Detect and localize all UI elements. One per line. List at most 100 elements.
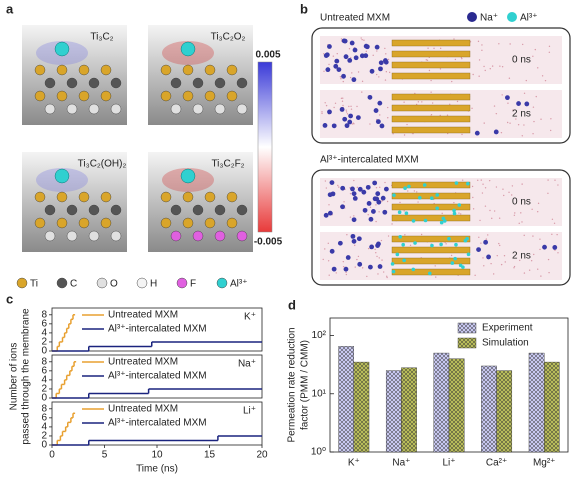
water-dot [547, 192, 549, 195]
al-ion [454, 242, 458, 247]
al-ion [435, 193, 440, 197]
water-dot [435, 276, 437, 278]
time-label: 0 ns [512, 197, 531, 208]
atom [236, 230, 248, 242]
water-dot [403, 134, 406, 136]
atom [182, 64, 194, 76]
water-dot [471, 185, 474, 188]
water-dot [537, 268, 539, 270]
al-ion [423, 218, 428, 223]
water-dot [556, 233, 558, 236]
structure-name: Ti₃C₂F₂ [211, 159, 244, 170]
water-dot [357, 255, 360, 258]
ion-label: Li⁺ [243, 406, 256, 417]
water-dot [384, 47, 386, 50]
na-ion [371, 209, 376, 214]
water-dot [499, 65, 501, 67]
y-tick-label: 2 [41, 384, 47, 395]
water-dot [513, 265, 516, 268]
atom [226, 191, 238, 203]
legend-label: Al³⁺-intercalated MXM [108, 324, 207, 335]
atom [214, 230, 226, 242]
structure-name: Ti₃C₂O₂ [211, 32, 246, 43]
water-dot [453, 38, 455, 40]
water-dot [361, 91, 363, 93]
na-ion [350, 186, 355, 192]
atom [78, 64, 90, 76]
na-ion [505, 95, 510, 101]
time-label: 2 ns [512, 251, 531, 262]
water-dot [521, 43, 524, 46]
na-ion [342, 38, 348, 44]
na-ion [516, 101, 521, 106]
water-dot [508, 77, 511, 79]
water-dot [351, 72, 353, 74]
water-dot [441, 212, 443, 215]
water-dot [551, 233, 553, 236]
water-dot [366, 275, 368, 278]
water-dot [346, 113, 349, 115]
water-dot [537, 67, 539, 69]
water-dot [328, 204, 330, 206]
y-tick-label: 8 [41, 356, 47, 367]
al-ion [180, 168, 196, 184]
water-dot [385, 71, 388, 73]
panel-label: d [288, 297, 296, 312]
water-dot [328, 274, 330, 276]
atom [160, 90, 172, 102]
water-dot [474, 274, 476, 277]
panel-label: c [6, 291, 13, 306]
water-dot [382, 271, 385, 273]
water-dot [341, 100, 344, 102]
water-dot [482, 257, 484, 259]
atom [110, 204, 122, 216]
legend-label: Na⁺ [480, 13, 498, 24]
legend-atom [56, 277, 68, 289]
water-dot [403, 210, 405, 212]
legend-label: C [70, 279, 77, 290]
water-dot [477, 179, 479, 182]
legend-atom [216, 277, 228, 289]
water-dot [489, 209, 491, 212]
water-dot [532, 55, 534, 57]
water-dot [385, 53, 387, 55]
al-ion [180, 41, 196, 57]
water-dot [381, 259, 383, 261]
x-tick-label: Na⁺ [392, 458, 410, 469]
y-axis-label: passed through the membrane [21, 308, 32, 445]
na-ion [347, 119, 353, 125]
water-dot [376, 50, 378, 52]
legend-label: O [110, 279, 118, 290]
membrane-layer [391, 181, 471, 189]
water-dot [345, 273, 348, 276]
water-dot [472, 208, 475, 210]
water-dot [377, 273, 379, 275]
atom [182, 90, 194, 102]
na-ion [334, 58, 340, 64]
water-dot [431, 102, 434, 104]
water-dot [503, 194, 505, 197]
bar [353, 361, 370, 453]
na-ion [372, 180, 378, 186]
na-ion [493, 129, 499, 135]
al-ion [442, 219, 447, 223]
water-dot [420, 233, 423, 236]
time-label: 2 ns [512, 109, 531, 120]
atom [170, 77, 182, 89]
water-dot [519, 259, 521, 262]
al-ion [401, 242, 405, 247]
water-dot [407, 190, 409, 192]
legend-swatch [457, 337, 477, 349]
water-dot [345, 111, 348, 113]
water-dot [544, 79, 547, 82]
na-ion [341, 73, 346, 79]
water-dot [384, 79, 387, 81]
water-dot [378, 76, 380, 78]
water-dot [340, 78, 342, 80]
water-dot [478, 75, 480, 77]
water-dot [430, 91, 432, 93]
water-dot [361, 267, 364, 269]
na-ion [375, 119, 381, 125]
legend-label: Experiment [482, 323, 533, 334]
